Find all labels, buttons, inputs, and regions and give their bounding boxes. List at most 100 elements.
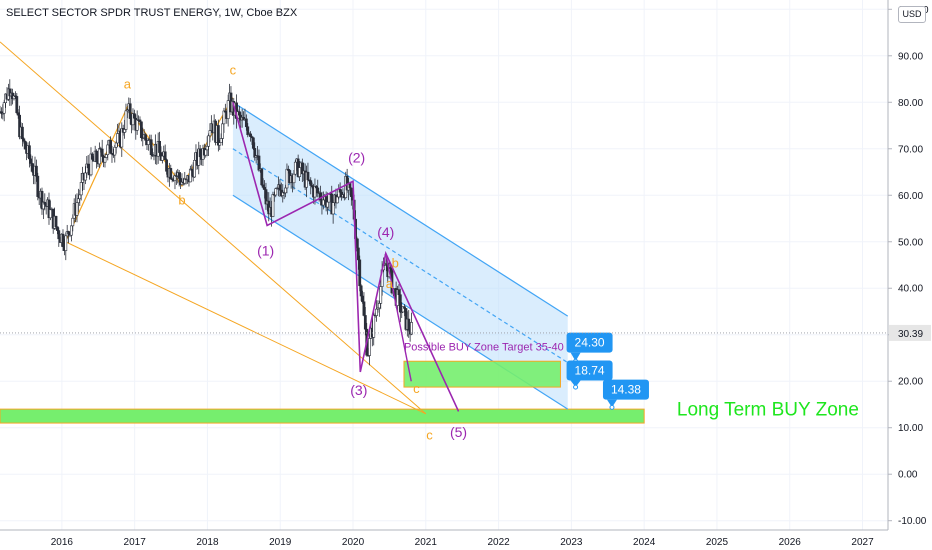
candle-body [124,110,128,130]
price-tag-box [566,360,613,381]
candle-body [36,175,40,197]
wave-label: (2) [348,150,365,166]
candle-body [221,123,224,139]
candle-body [410,322,413,335]
wave-label: (3) [350,382,367,398]
candle-body [95,150,98,163]
y-tick-label: 70.00 [898,144,923,155]
candle-body [321,199,325,206]
candle-body [298,167,301,177]
candle-body [316,187,320,194]
candle-body [205,145,209,151]
currency-button[interactable]: USD [898,6,926,23]
candle-body [222,110,226,125]
candle-body [79,182,83,196]
x-tick-label: 2019 [269,537,292,548]
last-price-badge [889,324,931,341]
x-tick-label: 2017 [124,537,147,548]
y-axis-panel [888,0,932,550]
candle-body [146,140,150,145]
candle-body [377,303,381,309]
y-tick-label: 20.00 [898,377,923,388]
x-tick-label: 2023 [560,537,583,548]
wave-label: b [178,193,185,208]
candle-body [244,118,248,128]
candle-body [362,301,366,316]
candle-body [188,168,192,183]
price-tag-label: 14.38 [611,383,641,397]
candle-body [218,142,222,146]
candle-body [23,140,27,150]
y-tick-label: 0.00 [898,470,918,481]
candle-body [204,149,208,156]
candle-body [251,137,255,149]
y-tick-label: 90.00 [898,51,923,62]
candle-body [71,217,75,227]
wave-label: c [426,427,433,442]
candle-body [163,151,167,161]
candle-body [22,138,26,142]
candle-body [76,198,80,203]
candle-body [285,168,289,189]
candle-body [54,215,58,228]
candle-body [363,315,367,330]
y-tick-label: 50.00 [898,237,923,248]
y-tick-label: 10.00 [898,423,923,434]
candle-body [284,187,287,194]
price-tag-pointer [606,399,617,408]
candle-body [29,158,33,164]
candle-body [169,168,173,180]
candle-body [359,285,363,297]
candle-body [48,209,52,219]
candle-body [165,159,168,172]
candle-body [246,126,250,135]
candle-body [398,294,402,313]
wave-label: b [392,255,399,270]
candle-body [113,146,117,156]
candle-body [57,230,61,240]
wave-label: c [413,381,420,396]
wedge-upper-line [0,41,427,415]
candle-body [123,129,126,133]
candle-body [335,196,339,204]
purple-wave-line [232,102,460,412]
candle-body [271,194,275,217]
x-tick-label: 2016 [51,537,74,548]
candle-body [249,133,252,137]
wave-label: a [124,76,132,91]
wave-label: (1) [257,243,274,259]
candle-body [208,130,212,137]
x-tick-label: 2025 [706,537,729,548]
candle-body [16,112,20,116]
price-tag-box [566,332,613,353]
x-tick-label: 2026 [779,537,802,548]
candle-body [372,314,376,338]
candle-body [67,231,70,235]
last-price-label: 30.39 [898,329,923,340]
candle-body [103,157,107,163]
x-tick-label: 2022 [487,537,510,548]
y-tick-label: -10.00 [898,516,927,527]
candle-body [61,233,65,248]
candle-body [309,180,313,186]
y-tick-label: 60.00 [898,191,923,202]
price-tag-pointer [570,380,581,388]
candle-body [263,187,266,190]
price-tag-label: 24.30 [575,336,605,350]
candle-body [97,148,101,165]
candle-body [226,100,230,119]
candle-body [34,165,38,177]
y-tick-label: 40.00 [898,284,923,295]
wedge-lower-line [65,241,427,415]
buy-zone-note: Possible BUY Zone Target 35-40 [404,342,564,354]
candle-body [106,144,110,156]
candle-body [338,189,342,193]
candle-body [274,188,278,196]
price-tag-label: 18.74 [575,364,605,378]
candle-body [257,155,261,171]
candle-body [379,286,383,304]
candle-body [90,153,94,160]
candle-body [260,168,264,186]
candle-body [144,134,147,141]
